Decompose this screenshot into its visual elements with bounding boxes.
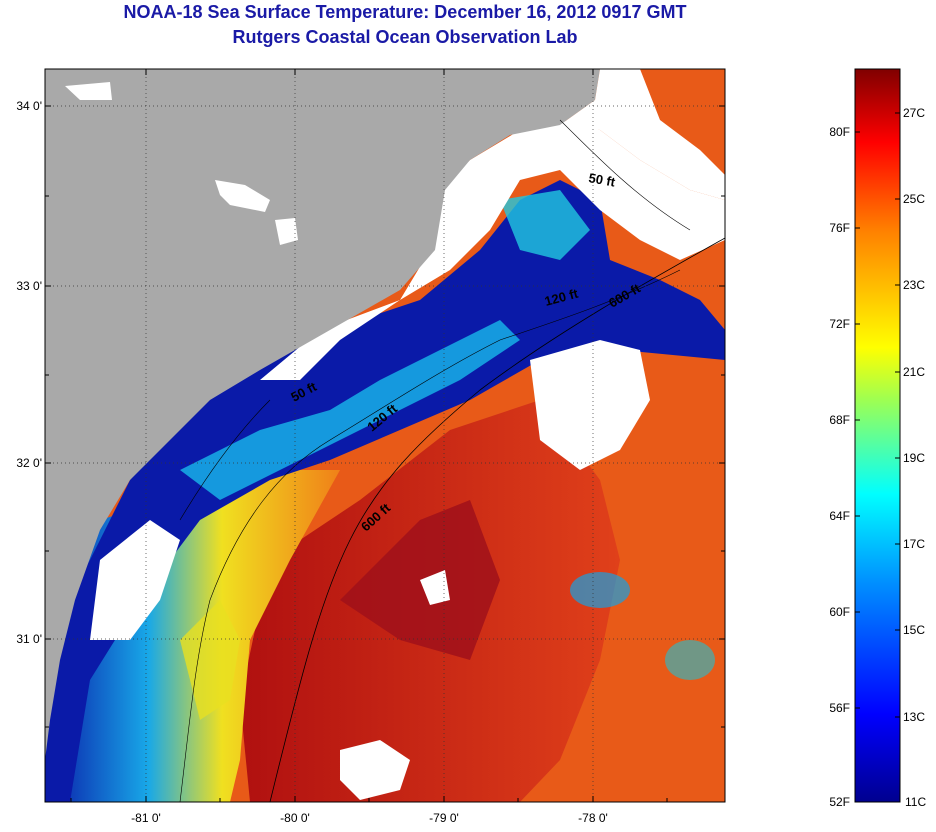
colorbar-fahrenheit-label: 52F <box>829 795 850 809</box>
longitude-label: -80 0' <box>280 811 310 825</box>
colorbar-celsius-label: 27C <box>903 106 925 120</box>
isobath-50ft <box>179 119 691 521</box>
colorbar-celsius-label: 13C <box>903 710 925 724</box>
land-cloud <box>65 82 112 100</box>
longitude-label: -78 0' <box>578 811 608 825</box>
longitude-label: -81 0' <box>131 811 161 825</box>
frontal-band <box>180 600 240 720</box>
colorbar-fahrenheit-label: 80F <box>829 125 850 139</box>
nearshore-cloud <box>560 69 725 200</box>
mixing-zone-north <box>500 190 590 260</box>
colorbar-celsius-label: 19C <box>903 451 925 465</box>
gridlines <box>45 69 725 802</box>
isobath-120ft <box>179 269 681 802</box>
cloud-coastal <box>90 520 180 640</box>
cold-eddy <box>665 640 715 680</box>
land-cloud <box>215 180 270 212</box>
cold-coastal-water <box>45 180 725 802</box>
colorbar-celsius-label: 21C <box>903 365 925 379</box>
colorbar-fahrenheit-label: 56F <box>829 701 850 715</box>
colorbar-celsius-label: 23C <box>903 278 925 292</box>
cloud-shelf <box>260 120 725 380</box>
map-frame <box>44 68 726 803</box>
colorbar-celsius-label: 17C <box>903 537 925 551</box>
tick-marks <box>45 69 725 802</box>
latitude-label: 32 0' <box>16 456 42 470</box>
mixing-zone <box>180 320 520 500</box>
map-title: NOAA-18 Sea Surface Temperature: Decembe… <box>123 2 687 22</box>
cloud-south <box>530 340 650 470</box>
map-subtitle: Rutgers Coastal Ocean Observation Lab <box>232 27 578 47</box>
cloud-patch <box>420 570 450 605</box>
isobath-600ft <box>269 237 725 802</box>
colorbar-gradient <box>854 68 901 803</box>
colorbar-fahrenheit-label: 72F <box>829 317 850 331</box>
colorbar-celsius-label: 25C <box>903 192 925 206</box>
land <box>45 69 600 760</box>
colorbar-fahrenheit-label: 60F <box>829 605 850 619</box>
colorbar-fahrenheit-label: 68F <box>829 413 850 427</box>
latitude-label: 31 0' <box>16 632 42 646</box>
colorbar-ticks <box>855 112 900 718</box>
contour-label: 50 ft <box>587 170 617 190</box>
cloud-patch <box>340 740 410 800</box>
colorbar-fahrenheit-label: 64F <box>829 509 850 523</box>
colorbar-celsius-label: 15C <box>903 623 925 637</box>
latitude-label: 34 0' <box>16 99 42 113</box>
cold-eddy <box>570 572 630 608</box>
longitude-label: -79 0' <box>429 811 459 825</box>
colorbar-fahrenheit-label: 76F <box>829 221 850 235</box>
latitude-label: 33 0' <box>16 279 42 293</box>
land-cloud <box>275 218 298 245</box>
colorbar-celsius-label: 11C <box>905 795 926 809</box>
